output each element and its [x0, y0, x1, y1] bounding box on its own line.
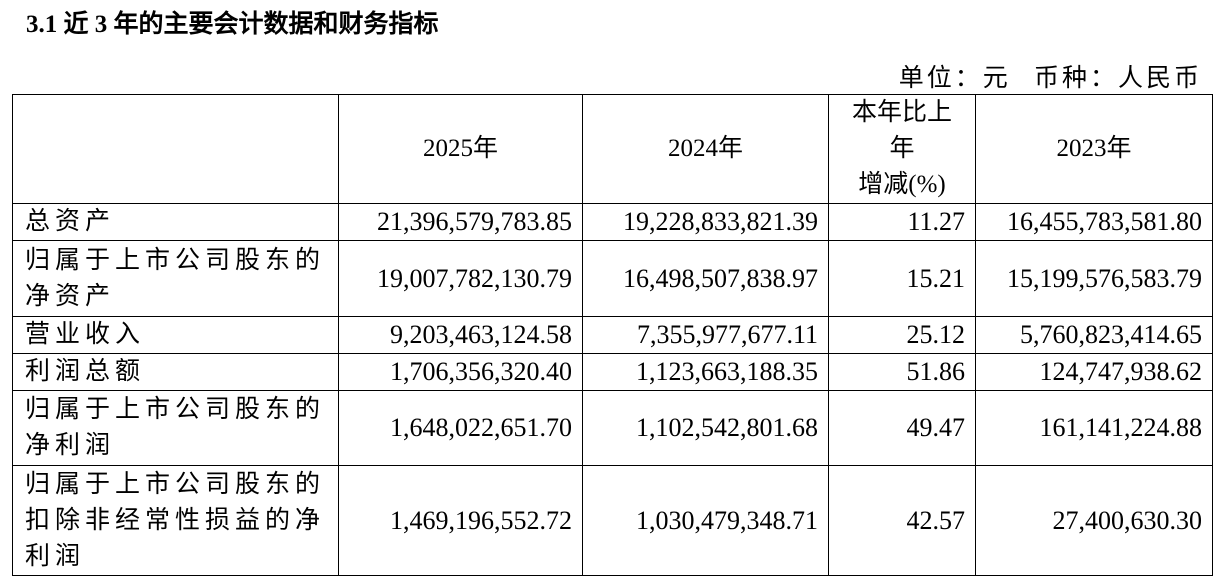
value-cell: 15.21 [828, 240, 976, 317]
row-label: 归属于上市公司股东的净资产 [12, 240, 339, 317]
header-line: 年 [889, 135, 915, 162]
header-line: 本年比上 [851, 99, 952, 126]
header-cell [12, 94, 339, 204]
value-cell: 19,007,782,130.79 [338, 240, 583, 317]
data-row: 归属于上市公司股东的净利润 1,648,022,651.70 1,102,542,8… [12, 390, 1213, 466]
row-label: 营业收入 [12, 316, 339, 354]
value-cell: 161,141,224.88 [975, 390, 1213, 466]
value-cell: 124,747,938.62 [975, 353, 1213, 391]
value-cell: 5,760,823,414.65 [975, 316, 1213, 354]
header-line: 增减(%) [858, 171, 946, 198]
value-cell: 16,498,507,838.97 [582, 240, 829, 317]
header-cell: 2025年 [338, 94, 583, 204]
unit-note: 单位：元 币种：人民币 [898, 65, 1202, 92]
row-label: 利润总额 [12, 353, 339, 391]
header-cell: 本年比上年增减(%) [828, 94, 976, 204]
value-cell: 1,102,542,801.68 [582, 390, 829, 466]
section-title: 3.1 近 3 年的主要会计数据和财务指标 [26, 11, 439, 38]
value-cell: 1,706,356,320.40 [338, 353, 583, 391]
value-cell: 1,648,022,651.70 [338, 390, 583, 466]
row-label: 总资产 [12, 203, 339, 241]
value-cell: 1,123,663,188.35 [582, 353, 829, 391]
value-cell: 19,228,833,821.39 [582, 203, 829, 241]
data-row: 归属于上市公司股东的净资产 19,007,782,130.79 16,498,507… [12, 240, 1213, 317]
value-cell: 42.57 [828, 465, 976, 576]
value-cell: 25.12 [828, 316, 976, 354]
header-row: 2025年 2024年 本年比上年增减(%) 2023年 [12, 94, 1213, 204]
row-label: 归属于上市公司股东的净利润 [12, 390, 339, 466]
value-cell: 21,396,579,783.85 [338, 203, 583, 241]
value-cell: 1,030,479,348.71 [582, 465, 829, 576]
data-row: 营业收入 9,203,463,124.58 7,355,977,677.11 25.1… [12, 316, 1213, 354]
value-cell: 9,203,463,124.58 [338, 316, 583, 354]
data-row: 归属于上市公司股东的扣除非经常性损益的净利润 1,469,196,552.72 1,… [12, 465, 1213, 576]
value-cell: 15,199,576,583.79 [975, 240, 1213, 317]
value-cell: 51.86 [828, 353, 976, 391]
header-cell: 2024年 [582, 94, 829, 204]
header-cell: 2023年 [975, 94, 1213, 204]
data-row: 总资产 21,396,579,783.85 19,228,833,821.39 11.… [12, 203, 1213, 241]
value-cell: 49.47 [828, 390, 976, 466]
row-label: 归属于上市公司股东的扣除非经常性损益的净利润 [12, 465, 339, 576]
data-row: 利润总额 1,706,356,320.40 1,123,663,188.35 51.8… [12, 353, 1213, 391]
value-cell: 7,355,977,677.11 [582, 316, 829, 354]
data-table: 2025年 2024年 本年比上年增减(%) 2023年 总资产 21,396,579,7… [12, 94, 1213, 576]
value-cell: 11.27 [828, 203, 976, 241]
value-cell: 1,469,196,552.72 [338, 465, 583, 576]
value-cell: 16,455,783,581.80 [975, 203, 1213, 241]
value-cell: 27,400,630.30 [975, 465, 1213, 576]
